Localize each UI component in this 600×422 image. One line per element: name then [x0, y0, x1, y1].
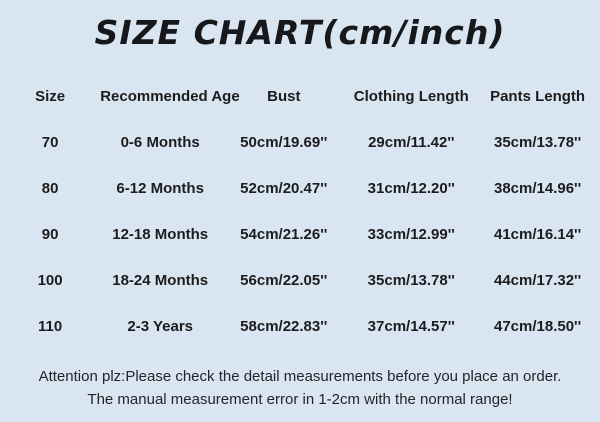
attention-line-2: The manual measurement error in 1-2cm wi… [87, 391, 513, 408]
size-table: Size Recommended Age Bust Clothing Lengt… [0, 73, 600, 349]
column-header-bust: Bust [267, 87, 301, 105]
attention-note: Attention plz:Please check the detail me… [0, 365, 600, 411]
cell-clothing-length: 29cm/11.42'' [368, 133, 455, 151]
table-row: 110 2-3 Years 58cm/22.83'' 37cm/14.57'' … [0, 303, 600, 349]
header-row: Size Recommended Age Bust Clothing Lengt… [0, 73, 600, 119]
cell-size: 90 [41, 225, 59, 243]
column-header-recommended-age: Recommended Age [100, 87, 240, 105]
column-header-pants-length: Pants Length [490, 87, 586, 105]
cell-recommended-age: 2-3 Years [127, 317, 193, 335]
cell-clothing-length: 37cm/14.57'' [367, 317, 455, 335]
cell-clothing-length: 33cm/12.99'' [367, 225, 455, 243]
column-header-clothing-length: Clothing Length [353, 87, 469, 105]
cell-bust: 58cm/22.83'' [240, 317, 328, 335]
cell-clothing-length: 31cm/12.20'' [367, 179, 455, 197]
cell-size: 70 [41, 133, 59, 151]
cell-pants-length: 44cm/17.32'' [493, 271, 582, 289]
column-header-size: Size [35, 87, 66, 105]
cell-bust: 54cm/21.26'' [240, 225, 328, 243]
cell-size: 100 [37, 271, 63, 289]
table-row: 100 18-24 Months 56cm/22.05'' 35cm/13.78… [0, 257, 600, 303]
page-title: SIZE CHART(cm/inch) [94, 13, 506, 52]
cell-bust: 50cm/19.69'' [240, 133, 328, 151]
cell-bust: 52cm/20.47'' [240, 179, 328, 197]
cell-pants-length: 35cm/13.78'' [493, 133, 582, 151]
cell-pants-length: 38cm/14.96'' [493, 179, 582, 197]
table-row: 90 12-18 Months 54cm/21.26'' 33cm/12.99'… [0, 211, 600, 257]
table-row: 80 6-12 Months 52cm/20.47'' 31cm/12.20''… [0, 165, 600, 211]
table-row: 70 0-6 Months 50cm/19.69'' 29cm/11.42'' … [0, 119, 600, 165]
cell-recommended-age: 18-24 Months [112, 271, 209, 289]
cell-recommended-age: 6-12 Months [116, 179, 204, 197]
cell-size: 80 [41, 179, 59, 197]
cell-size: 110 [37, 317, 63, 335]
cell-pants-length: 41cm/16.14'' [493, 225, 582, 243]
attention-line-1: Attention plz:Please check the detail me… [38, 368, 562, 385]
cell-bust: 56cm/22.05'' [240, 271, 328, 289]
cell-pants-length: 47cm/18.50'' [493, 317, 582, 335]
size-table-body: 70 0-6 Months 50cm/19.69'' 29cm/11.42'' … [0, 119, 600, 349]
cell-recommended-age: 0-6 Months [120, 133, 200, 151]
cell-recommended-age: 12-18 Months [112, 225, 209, 243]
size-table-header: Size Recommended Age Bust Clothing Lengt… [0, 73, 600, 119]
cell-clothing-length: 35cm/13.78'' [367, 271, 455, 289]
